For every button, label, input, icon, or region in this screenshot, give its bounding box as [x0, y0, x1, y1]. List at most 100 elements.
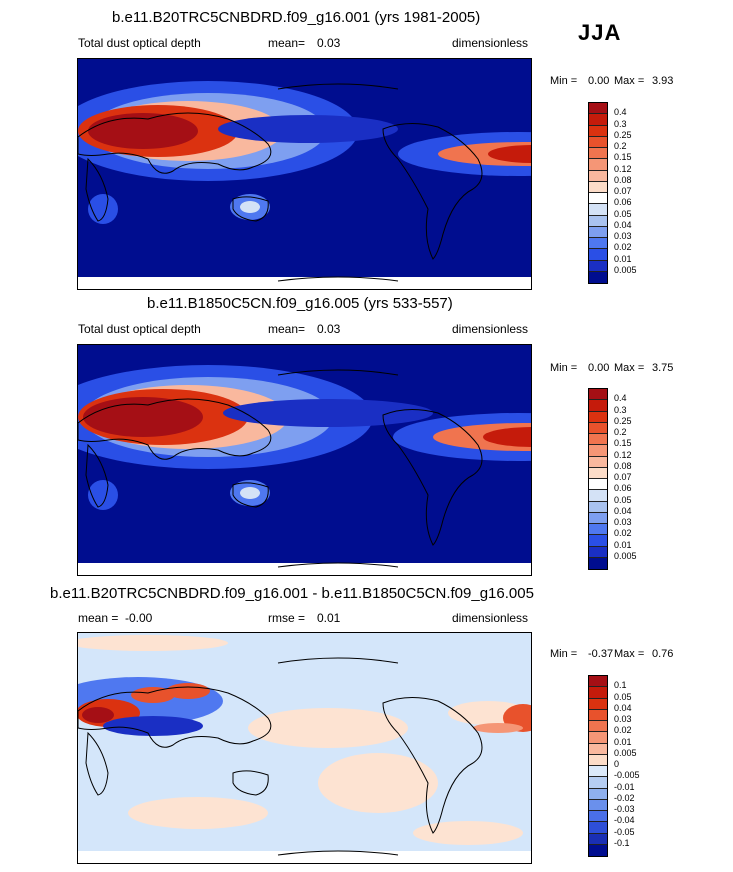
- colorbar-tick-label: 0.005: [614, 264, 637, 275]
- south-atlantic-positive: [413, 821, 523, 845]
- panel-1-variable-label: Total dust optical depth: [78, 36, 201, 50]
- antarctica-coast: [277, 276, 399, 282]
- africa-coast: [85, 731, 109, 796]
- panel-2-map-svg: [78, 345, 531, 575]
- colorbar-segment: [589, 766, 607, 778]
- panel-2-max-value: 3.75: [652, 362, 674, 374]
- australia-coast: [232, 482, 269, 508]
- colorbar-segment: [589, 148, 607, 160]
- panel-2-min-value: 0.00: [588, 362, 610, 374]
- arctic-coast: [277, 657, 399, 664]
- colorbar-tick-label: 0.01: [614, 539, 632, 550]
- colorbar-tick-label: 0.08: [614, 174, 632, 185]
- panel-1-colorbar: [588, 102, 608, 284]
- colorbar-segment: [589, 445, 607, 457]
- colorbar-segment: [589, 479, 607, 491]
- arctic-coast: [277, 83, 399, 90]
- panel-3-min-label: Min =: [550, 648, 578, 660]
- colorbar-tick-label: 0.03: [614, 517, 632, 527]
- colorbar-tick-label: 0.3: [614, 118, 627, 129]
- colorbar-tick-label: -0.03: [614, 804, 635, 814]
- antarctica-blank: [78, 277, 531, 289]
- panel-2-units: dimensionless: [452, 322, 529, 336]
- colorbar-segment: [589, 799, 607, 811]
- antarctica-coast: [277, 562, 399, 568]
- australia-coast: [232, 196, 269, 222]
- colorbar-tick-label: 0.005: [614, 550, 637, 561]
- colorbar-tick-label: 0.15: [614, 152, 632, 163]
- panel-2-variable-label: Total dust optical depth: [78, 322, 201, 336]
- antarctica-blank: [78, 563, 531, 575]
- colorbar-tick-label: 0.08: [614, 460, 632, 471]
- colorbar-tick-label: -0.05: [614, 826, 635, 837]
- colorbar-segment: [589, 777, 607, 789]
- southern-ocean-positive: [128, 797, 268, 829]
- pacific-outflow: [223, 399, 433, 427]
- colorbar-tick-label: -0.1: [614, 837, 630, 848]
- panel-2-mean-label: mean=: [268, 322, 306, 336]
- panel-1-title: b.e11.B20TRC5CNBDRD.f09_g16.001 (yrs 198…: [112, 9, 481, 26]
- colorbar-tick-label: 0.07: [614, 186, 632, 196]
- colorbar-segment: [589, 732, 607, 744]
- colorbar-segment: [589, 193, 607, 205]
- eurasia-africa-coast: [78, 112, 272, 174]
- colorbar-tick-label: 0.03: [614, 714, 632, 724]
- colorbar-segment: [589, 546, 607, 558]
- colorbar-tick-label: 0.06: [614, 483, 632, 494]
- antarctica-coast: [277, 850, 399, 856]
- colorbar-tick-label: 0: [614, 759, 620, 769]
- colorbar-segment: [589, 434, 607, 446]
- southern-africa-dust: [88, 480, 118, 510]
- panel-3-colorbar: [588, 675, 608, 857]
- colorbar-tick-label: 0.05: [614, 208, 632, 219]
- colorbar-tick-label: 0.02: [614, 725, 632, 736]
- arabian-sea-negative: [103, 716, 203, 736]
- colorbar-tick-label: -0.01: [614, 781, 635, 792]
- panel-1-max-label: Max =: [614, 75, 645, 87]
- colorbar-segment: [589, 833, 607, 845]
- pacific-positive: [248, 708, 408, 748]
- americas-coast: [382, 697, 483, 834]
- colorbar-segment: [589, 557, 607, 569]
- panel-1-mean-label: mean=: [268, 36, 306, 50]
- southern-africa-dust: [88, 194, 118, 224]
- africa-coast: [85, 443, 109, 508]
- panel-1-mean-value: 0.03: [317, 36, 341, 50]
- panel-1-units: dimensionless: [452, 36, 529, 50]
- americas-coast: [382, 409, 483, 546]
- colorbar-tick-label: 0.02: [614, 528, 632, 539]
- panel-1-min-value: 0.00: [588, 75, 610, 87]
- panel-3-max-value: 0.76: [652, 648, 674, 660]
- colorbar-segment: [589, 159, 607, 171]
- panel-3-rmse-value: 0.01: [317, 611, 341, 625]
- colorbar-segment: [589, 271, 607, 283]
- season-label: JJA: [578, 20, 622, 45]
- panel-3-map: [77, 632, 532, 864]
- colorbar-tick-label: -0.02: [614, 792, 635, 803]
- colorbar-segment: [589, 754, 607, 766]
- colorbar-segment: [589, 389, 607, 401]
- panel-3-mean-value: -0.00: [125, 611, 153, 625]
- colorbar-segment: [589, 721, 607, 733]
- colorbar-tick-label: 0.03: [614, 231, 632, 241]
- arctic-coast: [277, 369, 399, 376]
- colorbar-segment: [589, 743, 607, 755]
- colorbar-segment: [589, 238, 607, 250]
- atlantic-plume-core: [488, 145, 531, 163]
- arabia-positive: [131, 687, 175, 703]
- colorbar-segment: [589, 260, 607, 272]
- colorbar-segment: [589, 422, 607, 434]
- colorbar-segment: [589, 676, 607, 688]
- colorbar-tick-label: 0.12: [614, 163, 632, 174]
- colorbar-segment: [589, 170, 607, 182]
- colorbar-segment: [589, 811, 607, 823]
- africa-positive-max: [82, 707, 114, 723]
- colorbar-segment: [589, 822, 607, 834]
- asia-positive: [166, 683, 210, 699]
- colorbar-segment: [589, 400, 607, 412]
- colorbar-tick-label: 0.04: [614, 505, 632, 516]
- colorbar-segment: [589, 136, 607, 148]
- panel-2-title: b.e11.B1850C5CN.f09_g16.005 (yrs 533-557…: [147, 295, 453, 312]
- australia-core: [240, 487, 260, 499]
- colorbar-segment: [589, 844, 607, 856]
